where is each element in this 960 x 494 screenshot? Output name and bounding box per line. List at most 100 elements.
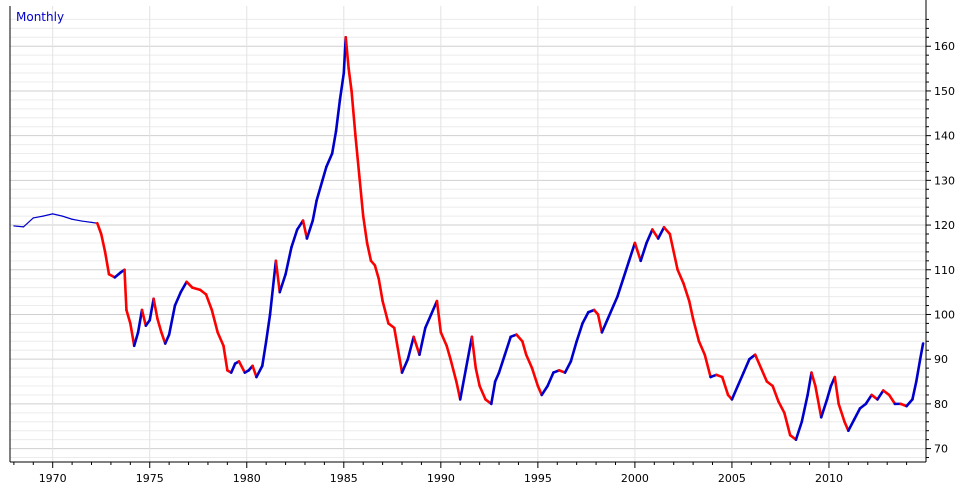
series-segment [260, 339, 268, 368]
series-segment [132, 331, 140, 348]
series-segment [596, 313, 604, 334]
series-segment [703, 353, 712, 379]
x-tick-label: 1995 [524, 472, 552, 485]
period-label: Monthly [16, 10, 64, 24]
y-tick-label: 80 [934, 398, 948, 411]
series-segment [290, 228, 299, 249]
series-segment [163, 333, 171, 345]
series-segment [315, 179, 324, 202]
y-tick-label: 100 [934, 308, 955, 321]
series-segment [563, 360, 573, 374]
series-segment [381, 299, 390, 325]
series-segment [330, 129, 338, 155]
series-segment [185, 280, 194, 289]
series-segment [191, 286, 202, 292]
series-segment [682, 281, 691, 303]
series-segment [325, 152, 334, 169]
series-segment [536, 384, 544, 397]
series-segment [237, 360, 247, 374]
x-tick-label: 2005 [718, 472, 746, 485]
series-segment [616, 277, 625, 298]
series-segment [216, 331, 225, 348]
series-segment [783, 411, 792, 437]
series-segment [606, 304, 615, 321]
series-segment [264, 313, 272, 343]
series-segment [32, 215, 44, 219]
series-segment [400, 357, 410, 374]
series-segment [806, 371, 813, 397]
series-segment [406, 335, 415, 361]
series-segment [321, 165, 328, 182]
series-segment [435, 299, 443, 334]
series-segment [396, 348, 404, 374]
series-segment [424, 313, 433, 330]
x-tick-label: 2000 [621, 472, 649, 485]
x-tick-label: 1985 [330, 472, 358, 485]
series-segment [662, 225, 672, 236]
series-segment [478, 384, 487, 401]
series-segment [876, 389, 885, 401]
series-segment [412, 335, 421, 357]
series-segment [489, 380, 497, 406]
series-segment [777, 400, 786, 415]
series-segment [251, 364, 258, 379]
series-segment [825, 384, 833, 401]
x-tick-label: 1980 [233, 472, 261, 485]
series-segment [546, 371, 555, 388]
y-tick-label: 140 [934, 130, 955, 143]
series-segment [311, 199, 318, 222]
series-segment [672, 250, 679, 272]
series-segment [350, 89, 357, 137]
series-segment [569, 339, 578, 363]
series-segment [274, 259, 282, 294]
series-segment [691, 317, 701, 343]
series-segment [575, 322, 584, 343]
series-segment [503, 335, 512, 357]
series-segment [470, 335, 478, 370]
series-segment [22, 217, 34, 228]
series-segment [173, 290, 183, 307]
series-segment [418, 326, 427, 357]
series-segment [71, 218, 83, 222]
series-segment [621, 259, 631, 281]
series-segment [697, 339, 707, 357]
series-segment [13, 225, 25, 228]
series-segment [204, 293, 214, 312]
series-segment [103, 250, 111, 276]
series-segment [61, 215, 73, 220]
series-segment [358, 174, 365, 218]
series-segment [222, 344, 229, 372]
y-tick-label: 110 [934, 264, 955, 277]
series-segment [736, 371, 745, 388]
series-segment [612, 295, 619, 307]
series-segment [771, 384, 780, 403]
series-segment [334, 98, 342, 133]
series-segment [179, 280, 188, 294]
series-segment [905, 398, 914, 408]
series-segment [301, 219, 309, 240]
series-segment [210, 308, 219, 334]
series-segment [914, 357, 922, 383]
x-tick-label: 1970 [39, 472, 67, 485]
series-segment [156, 317, 163, 334]
series-segment [439, 331, 448, 348]
series-segment [81, 220, 93, 223]
series-segment [458, 366, 468, 401]
series-segment [847, 418, 856, 433]
series-segment [148, 297, 155, 322]
y-tick-label: 70 [934, 443, 948, 456]
series-segment [123, 268, 128, 312]
y-tick-label: 130 [934, 174, 955, 187]
series-segment [600, 317, 610, 334]
series-segment [814, 384, 823, 419]
series-segment [268, 259, 278, 316]
series-segment [524, 353, 534, 370]
series-segment [167, 304, 177, 336]
series-segment [837, 402, 846, 424]
series-segment [540, 384, 549, 397]
series-segment [365, 241, 373, 263]
series-segment [627, 241, 637, 263]
series-segment [474, 366, 481, 388]
series-segment [347, 67, 353, 93]
